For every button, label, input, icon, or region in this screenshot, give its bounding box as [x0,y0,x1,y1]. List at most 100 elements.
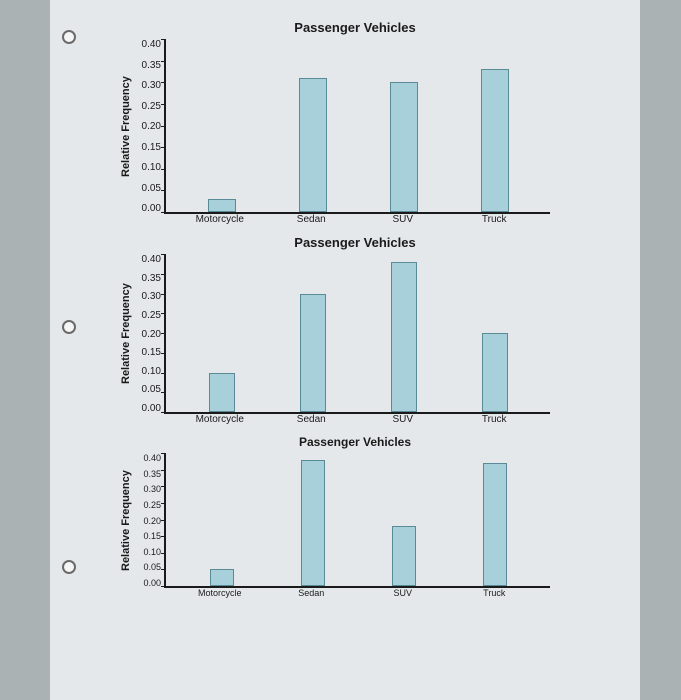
bar-suv [391,262,417,412]
chart-area: Relative Frequency0.40 0.35 0.30 0.25 0.20 0.… [120,39,550,214]
bar-truck [481,69,509,212]
option-radio-0[interactable] [62,30,76,44]
y-tick-label: 0.20 [136,121,161,132]
chart-title: Passenger Vehicles [120,20,550,35]
bar-suv [392,526,416,586]
y-ticks: 0.400.350.300.250.200.150.100.050.00 [136,39,164,214]
y-tick-mark [161,126,166,127]
chart-0: Passenger Vehicles Relative Frequency0.40… [120,20,550,225]
y-tick-label: 0.10 [136,366,161,377]
x-label: Motorcycle [190,214,250,225]
y-tick-mark [161,82,166,83]
y-tick-mark [161,39,166,40]
chart-1: Passenger Vehicles Relative Frequency0.40… [120,235,550,425]
y-tick-label: 0.20 [136,329,161,340]
y-tick-label: 0.00 [136,403,161,414]
y-tick-mark [161,553,166,554]
x-label: Sedan [281,414,341,425]
x-label: Truck [464,214,524,225]
x-label: Truck [464,414,524,425]
y-ticks: 0.40 0.35 0.30 0.25 0.20 0.15 0.10 0.05 0.00 [136,453,164,588]
y-tick-label: 0.35 [136,273,161,284]
chart-2: Passenger Vehicles Relative Frequency0.40… [120,435,550,598]
bar-sedan [301,460,325,586]
y-tick-mark [161,503,166,504]
y-tick-label: 0.15 [136,531,161,541]
y-tick-mark [161,586,166,587]
y-tick-mark [161,536,166,537]
y-tick-label: 0.00 [136,578,161,588]
y-tick-label: 0.25 [136,310,161,321]
bar-motorcycle [210,569,234,586]
y-tick-label: 0.30 [136,484,161,494]
y-tick-mark [161,313,166,314]
y-tick-label: 0.40 [136,254,161,265]
y-tick-mark [161,453,166,454]
chart-area: Relative Frequency0.400.350.300.250.200.… [120,254,550,414]
y-tick-mark [161,520,166,521]
plot-area [164,39,550,214]
x-labels: Motorcycle Sedan SUV Truck [164,214,550,225]
y-tick-label: 0.25 [136,101,161,112]
charts-container: Passenger VehiclesRelative Frequency0.40… [50,20,640,598]
chart-title: Passenger Vehicles [120,235,550,250]
option-radio-2[interactable] [62,560,76,574]
bar-truck [482,333,508,412]
chart-area: Relative Frequency0.400.350.300.250.200.… [120,453,550,588]
y-tick-label: 0.10 [136,547,161,557]
y-tick-mark [161,353,166,354]
y-tick-label: 0.05 [136,384,161,395]
y-tick-label: 0.35 [136,60,161,71]
x-label: Sedan [281,214,341,225]
y-tick-mark [161,212,166,213]
x-label: Motorcycle [190,588,250,598]
bar-motorcycle [208,199,236,212]
bar-truck [483,463,507,586]
x-label: Motorcycle [190,414,250,425]
y-tick-label: 0.30 [136,80,161,91]
page-panel: Passenger VehiclesRelative Frequency0.40… [50,0,640,700]
y-axis-label: Relative Frequency [120,39,136,214]
y-axis-label: Relative Frequency [120,254,136,414]
y-tick-label: 0.20 [136,516,161,526]
bar-sedan [300,294,326,413]
plot-area [164,453,550,588]
y-tick-label: 0.05 [136,562,161,572]
y-tick-label: 0.40 [136,453,161,463]
x-label: SUV [373,588,433,598]
plot-area [164,254,550,414]
y-tick-label: 0.40 [136,39,161,50]
y-tick-mark [161,254,166,255]
y-tick-mark [161,373,166,374]
y-tick-mark [161,274,166,275]
y-tick-label: 0.30 [136,291,161,302]
y-tick-mark [161,392,166,393]
y-tick-mark [161,470,166,471]
chart-title: Passenger Vehicles [120,435,550,449]
y-tick-label: 0.15 [136,142,161,153]
x-labels: Motorcycle Sedan SUV Truck [164,414,550,425]
y-tick-mark [161,333,166,334]
y-tick-mark [161,147,166,148]
y-tick-label: 0.00 [136,203,161,214]
option-radio-1[interactable] [62,320,76,334]
y-tick-mark [161,486,166,487]
x-label: Sedan [281,588,341,598]
bar-suv [390,82,418,212]
y-tick-label: 0.25 [136,500,161,510]
y-tick-label: 0.05 [136,183,161,194]
y-tick-mark [161,61,166,62]
bar-motorcycle [209,373,235,413]
y-tick-mark [161,294,166,295]
y-tick-mark [161,104,166,105]
x-label: SUV [373,414,433,425]
x-label: SUV [373,214,433,225]
x-labels: Motorcycle Sedan SUV Truck [164,588,550,598]
y-axis-label: Relative Frequency [120,453,136,588]
bar-sedan [299,78,327,212]
y-tick-label: 0.15 [136,347,161,358]
x-label: Truck [464,588,524,598]
y-tick-mark [161,169,166,170]
y-ticks: 0.40 0.35 0.30 0.25 0.20 0.15 0.10 0.05 0.00 [136,254,164,414]
y-tick-label: 0.35 [136,469,161,479]
